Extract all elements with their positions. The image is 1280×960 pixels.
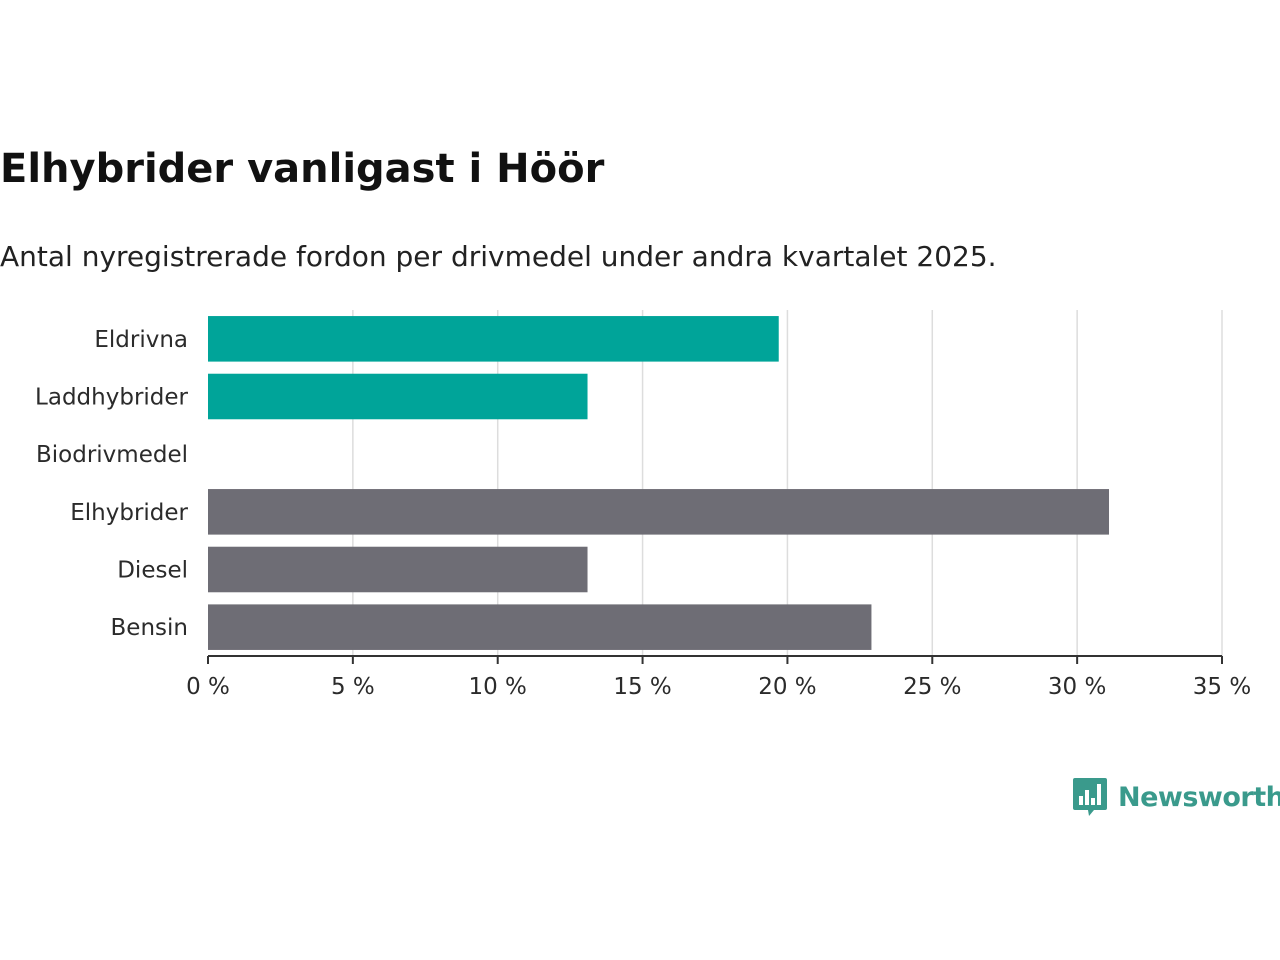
grid-lines xyxy=(352,310,1223,656)
x-tick-label: 20 % xyxy=(758,674,816,700)
x-tick-label: 35 % xyxy=(1193,674,1251,700)
bar-eldrivna xyxy=(208,316,779,362)
bars xyxy=(208,316,1110,650)
chart-subtitle: Antal nyregistrerade fordon per drivmede… xyxy=(0,240,997,273)
category-label: Eldrivna xyxy=(94,327,188,353)
x-tick-label: 15 % xyxy=(613,674,671,700)
brand-name: Newsworthy xyxy=(1118,781,1280,813)
x-axis: 0 % 5 % 10 % 15 % 20 % 25 % 30 % 35 % xyxy=(186,655,1251,700)
category-label: Elhybrider xyxy=(70,500,188,526)
x-tick-label: 10 % xyxy=(468,674,526,700)
x-tick-label: 0 % xyxy=(186,674,230,700)
x-tick-label: 5 % xyxy=(331,674,375,700)
bar-chart: Eldrivna Laddhybrider Biodrivmedel Elhybrid… xyxy=(35,310,1251,700)
bar-bensin xyxy=(208,604,872,650)
bar-diesel xyxy=(208,546,588,593)
x-tick-label: 25 % xyxy=(903,674,961,700)
category-label: Bensin xyxy=(111,615,188,641)
category-label: Laddhybrider xyxy=(35,385,188,411)
category-labels: Eldrivna Laddhybrider Biodrivmedel Elhybrid… xyxy=(35,327,188,641)
category-label: Biodrivmedel xyxy=(36,442,188,468)
bar-elhybrider xyxy=(208,489,1110,535)
chart-title: Elhybrider vanligast i Höör xyxy=(0,146,605,192)
x-tick-label: 30 % xyxy=(1048,674,1106,700)
bar-chart-speech-bubble-icon xyxy=(1073,778,1107,816)
brand-logo: Newsworthy xyxy=(1072,776,1280,818)
category-label: Diesel xyxy=(117,558,188,584)
bar-laddhybrider xyxy=(208,373,588,420)
